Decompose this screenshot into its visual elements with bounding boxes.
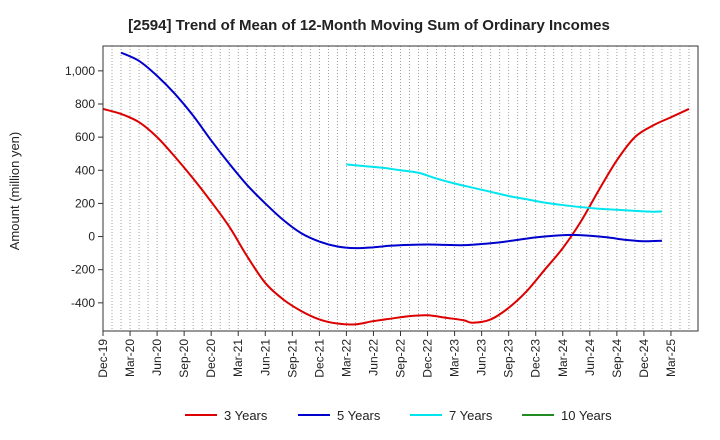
x-tick-label: Jun-21: [258, 339, 272, 376]
y-tick-label: 1,000: [65, 64, 95, 78]
x-tick-label: Dec-21: [312, 339, 326, 378]
chart-title: [2594] Trend of Mean of 12-Month Moving …: [128, 17, 610, 34]
x-tick-label: Jun-20: [150, 339, 164, 376]
x-tick-label: Dec-24: [637, 339, 651, 378]
series-line-3-years: [102, 108, 690, 326]
legend-label: 7 Years: [449, 408, 493, 423]
x-tick-label: Mar-21: [231, 339, 245, 377]
legend-label: 3 Years: [224, 408, 268, 423]
grid: [111, 46, 690, 331]
x-tick-label: Jun-23: [475, 339, 489, 376]
y-tick-label: 400: [75, 163, 95, 177]
y-axis: -400 -200 0 200 400 600 800 1,000: [65, 64, 103, 310]
x-tick-label: Mar-24: [556, 339, 570, 377]
y-tick-label: 600: [75, 130, 95, 144]
legend: 3 Years 5 Years 7 Years 10 Years: [185, 408, 612, 423]
x-tick-label: Mar-23: [448, 339, 462, 377]
x-tick-label: Jun-22: [366, 339, 380, 376]
plot-frame: [102, 45, 699, 332]
y-tick-label: 200: [75, 196, 95, 210]
y-axis-label: Amount (million yen): [7, 132, 22, 251]
x-tick-label: Jun-24: [583, 339, 597, 376]
y-tick-label: 800: [75, 97, 95, 111]
x-tick-label: Sep-20: [177, 339, 191, 378]
legend-label: 10 Years: [561, 408, 612, 423]
y-tick-label: -200: [71, 263, 95, 277]
series-line-7-years: [346, 163, 662, 213]
series-line-5-years: [120, 51, 662, 250]
x-tick-label: Dec-22: [421, 339, 435, 378]
x-tick-label: Sep-21: [285, 339, 299, 378]
x-tick-label: Dec-23: [529, 339, 543, 378]
x-tick-label: Mar-25: [664, 339, 678, 377]
x-tick-label: Sep-24: [610, 339, 624, 378]
x-tick-label: Dec-19: [96, 339, 110, 378]
x-tick-label: Mar-20: [123, 339, 137, 377]
series-group: [102, 51, 690, 326]
x-tick-label: Sep-23: [502, 339, 516, 378]
y-tick-label: 0: [88, 230, 95, 244]
x-tick-label: Dec-20: [204, 339, 218, 378]
y-tick-label: -400: [71, 296, 95, 310]
x-tick-label: Mar-22: [339, 339, 353, 377]
legend-label: 5 Years: [337, 408, 381, 423]
x-axis: Dec-19 Mar-20 Jun-20 Sep-20 Dec-20 Mar-21 Jun-…: [96, 331, 678, 378]
x-tick-label: Sep-22: [394, 339, 408, 378]
